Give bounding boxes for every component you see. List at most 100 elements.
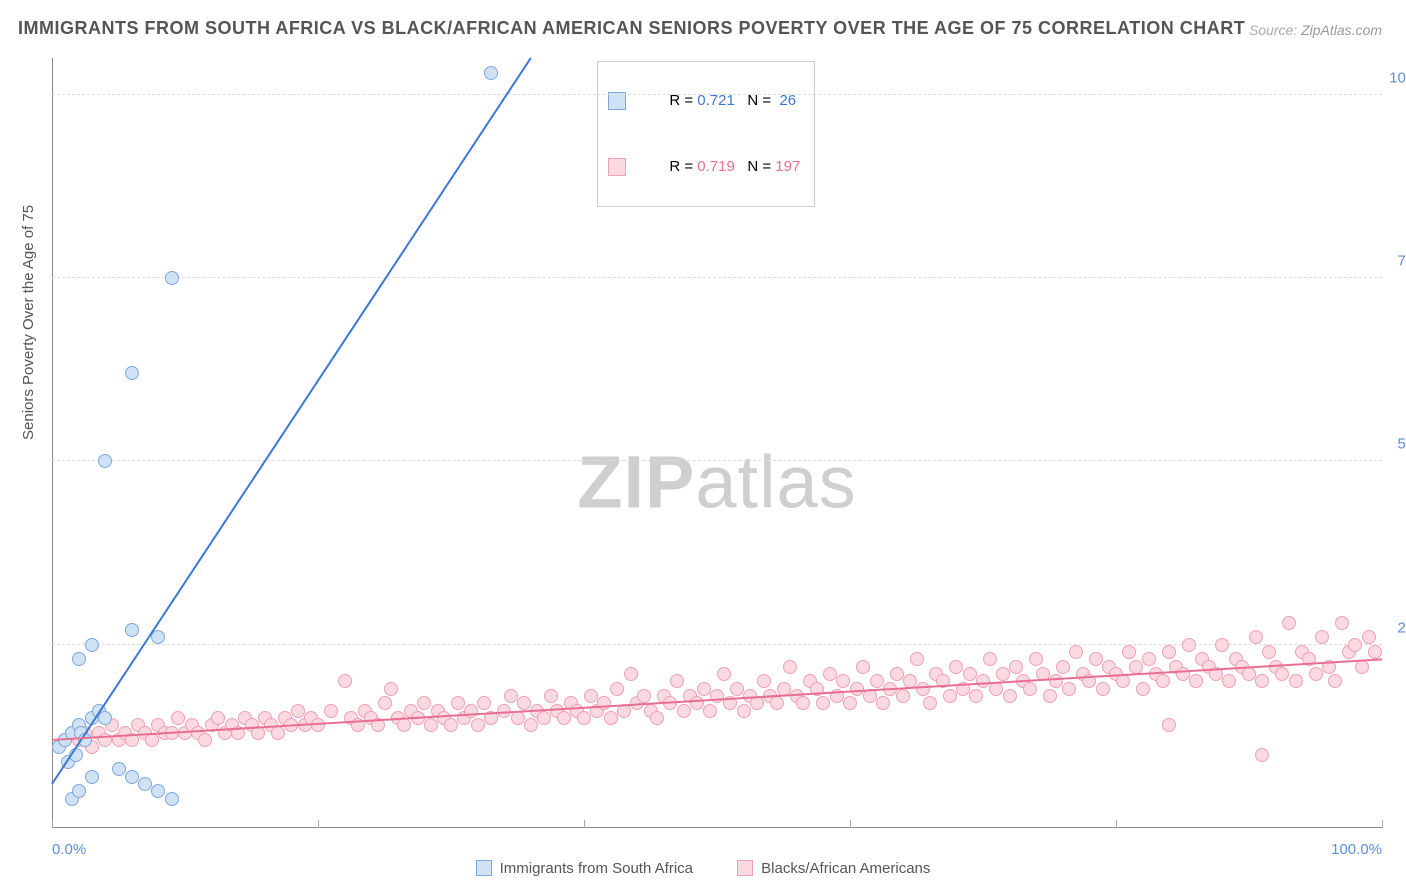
data-point [1215, 638, 1229, 652]
swatch-icon [476, 860, 492, 876]
data-point [916, 682, 930, 696]
data-point [451, 696, 465, 710]
data-point [1255, 748, 1269, 762]
data-point [1036, 667, 1050, 681]
x-tick [850, 820, 851, 828]
data-point [151, 784, 165, 798]
data-point [1056, 660, 1070, 674]
legend-item-2: Blacks/African Americans [737, 860, 930, 877]
data-point [1242, 667, 1256, 681]
scatter-plot: ZIPatlas R = 0.721 N = 26 R = 0.719 N = … [52, 58, 1382, 828]
data-point [411, 711, 425, 725]
data-point [78, 733, 92, 747]
data-point [1162, 718, 1176, 732]
data-point [717, 667, 731, 681]
data-point [125, 733, 139, 747]
data-point [1222, 674, 1236, 688]
data-point [98, 733, 112, 747]
data-point [577, 711, 591, 725]
data-point [883, 682, 897, 696]
data-point [125, 770, 139, 784]
data-point [690, 696, 704, 710]
data-point [617, 704, 631, 718]
data-point [723, 696, 737, 710]
data-point [610, 682, 624, 696]
data-point [417, 696, 431, 710]
data-point [517, 696, 531, 710]
data-point [876, 696, 890, 710]
data-point [1182, 638, 1196, 652]
data-point [830, 689, 844, 703]
y-axis [52, 58, 53, 828]
data-point [231, 726, 245, 740]
legend-label-1: Immigrants from South Africa [500, 860, 693, 877]
data-point [796, 696, 810, 710]
data-point [1189, 674, 1203, 688]
source-label: Source: [1249, 22, 1297, 38]
data-point [677, 704, 691, 718]
data-point [710, 689, 724, 703]
data-point [324, 704, 338, 718]
data-point [151, 630, 165, 644]
watermark-rest: atlas [695, 440, 856, 523]
data-point [72, 652, 86, 666]
data-point [584, 689, 598, 703]
regression-line [52, 58, 531, 784]
data-point [557, 711, 571, 725]
y-tick-label: 50.0% [1397, 436, 1406, 453]
legend-item-1: Immigrants from South Africa [476, 860, 693, 877]
data-point [1029, 652, 1043, 666]
data-point [1003, 689, 1017, 703]
data-point [1162, 645, 1176, 659]
data-point [810, 682, 824, 696]
data-point [1275, 667, 1289, 681]
y-tick-label: 100.0% [1389, 69, 1406, 86]
legend-label-2: Blacks/African Americans [761, 860, 930, 877]
data-point [371, 718, 385, 732]
data-point [1368, 645, 1382, 659]
data-point [211, 711, 225, 725]
data-point [1062, 682, 1076, 696]
data-point [670, 674, 684, 688]
r-value-2: 0.719 [697, 158, 735, 175]
data-point [504, 689, 518, 703]
data-point [198, 733, 212, 747]
data-point [963, 667, 977, 681]
data-point [1136, 682, 1150, 696]
data-point [1089, 652, 1103, 666]
data-point [98, 711, 112, 725]
x-tick [584, 820, 585, 828]
data-point [777, 682, 791, 696]
data-point [471, 718, 485, 732]
data-point [783, 660, 797, 674]
x-tick [318, 820, 319, 828]
y-axis-label: Seniors Poverty Over the Age of 75 [20, 205, 37, 440]
data-point [1262, 645, 1276, 659]
data-point [1023, 682, 1037, 696]
data-point [1309, 667, 1323, 681]
data-point [165, 271, 179, 285]
data-point [863, 689, 877, 703]
data-point [311, 718, 325, 732]
data-point [125, 366, 139, 380]
data-point [910, 652, 924, 666]
data-point [338, 674, 352, 688]
data-point [816, 696, 830, 710]
data-point [1069, 645, 1083, 659]
swatch-series-2 [608, 158, 626, 176]
data-point [125, 623, 139, 637]
legend-row-2: R = 0.719 N = 197 [608, 134, 800, 200]
data-point [923, 696, 937, 710]
data-point [524, 718, 538, 732]
data-point [936, 674, 950, 688]
data-point [165, 726, 179, 740]
x-axis [52, 827, 1382, 828]
data-point [1116, 674, 1130, 688]
y-tick-label: 25.0% [1397, 619, 1406, 636]
data-point [1362, 630, 1376, 644]
data-point [1315, 630, 1329, 644]
data-point [484, 66, 498, 80]
data-point [604, 711, 618, 725]
data-point [949, 660, 963, 674]
data-point [983, 652, 997, 666]
